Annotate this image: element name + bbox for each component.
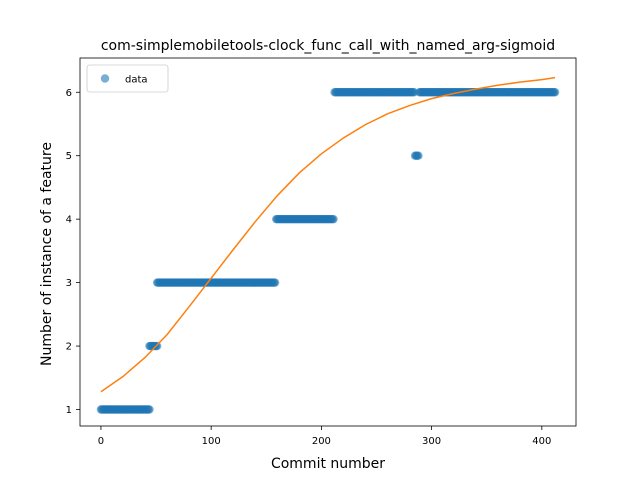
axes-frame <box>79 57 577 427</box>
x-tick-label: 400 <box>532 436 551 447</box>
y-tick-label: 4 <box>66 215 72 226</box>
x-tick-label: 100 <box>202 436 221 447</box>
y-tick-label: 1 <box>66 405 72 416</box>
fit-line <box>100 76 556 393</box>
y-tick-label: 5 <box>66 151 72 162</box>
y-axis-label: Number of instance of a feature <box>39 142 55 366</box>
legend: data <box>86 64 169 93</box>
data-point <box>145 405 154 414</box>
x-tick-label: 200 <box>312 436 331 447</box>
chart-title: com-simplemobiletools-clock_func_call_wi… <box>101 38 555 54</box>
legend-marker <box>100 74 110 83</box>
legend-box <box>86 64 169 93</box>
x-axis-label: Commit number <box>271 456 385 472</box>
y-tick-label: 6 <box>66 88 72 99</box>
data-point <box>414 151 423 160</box>
x-tick-label: 0 <box>98 436 104 447</box>
data-point <box>329 214 338 224</box>
axes: 0 100 200 300 400 1 2 3 4 5 6 <box>66 57 577 447</box>
legend-label: data <box>125 75 148 86</box>
data-point <box>550 88 560 97</box>
y-tick-label: 2 <box>66 342 72 353</box>
y-tick-label: 3 <box>66 278 72 289</box>
plot-area <box>96 76 560 414</box>
data-point <box>270 278 280 287</box>
x-tick-label: 300 <box>422 436 441 447</box>
